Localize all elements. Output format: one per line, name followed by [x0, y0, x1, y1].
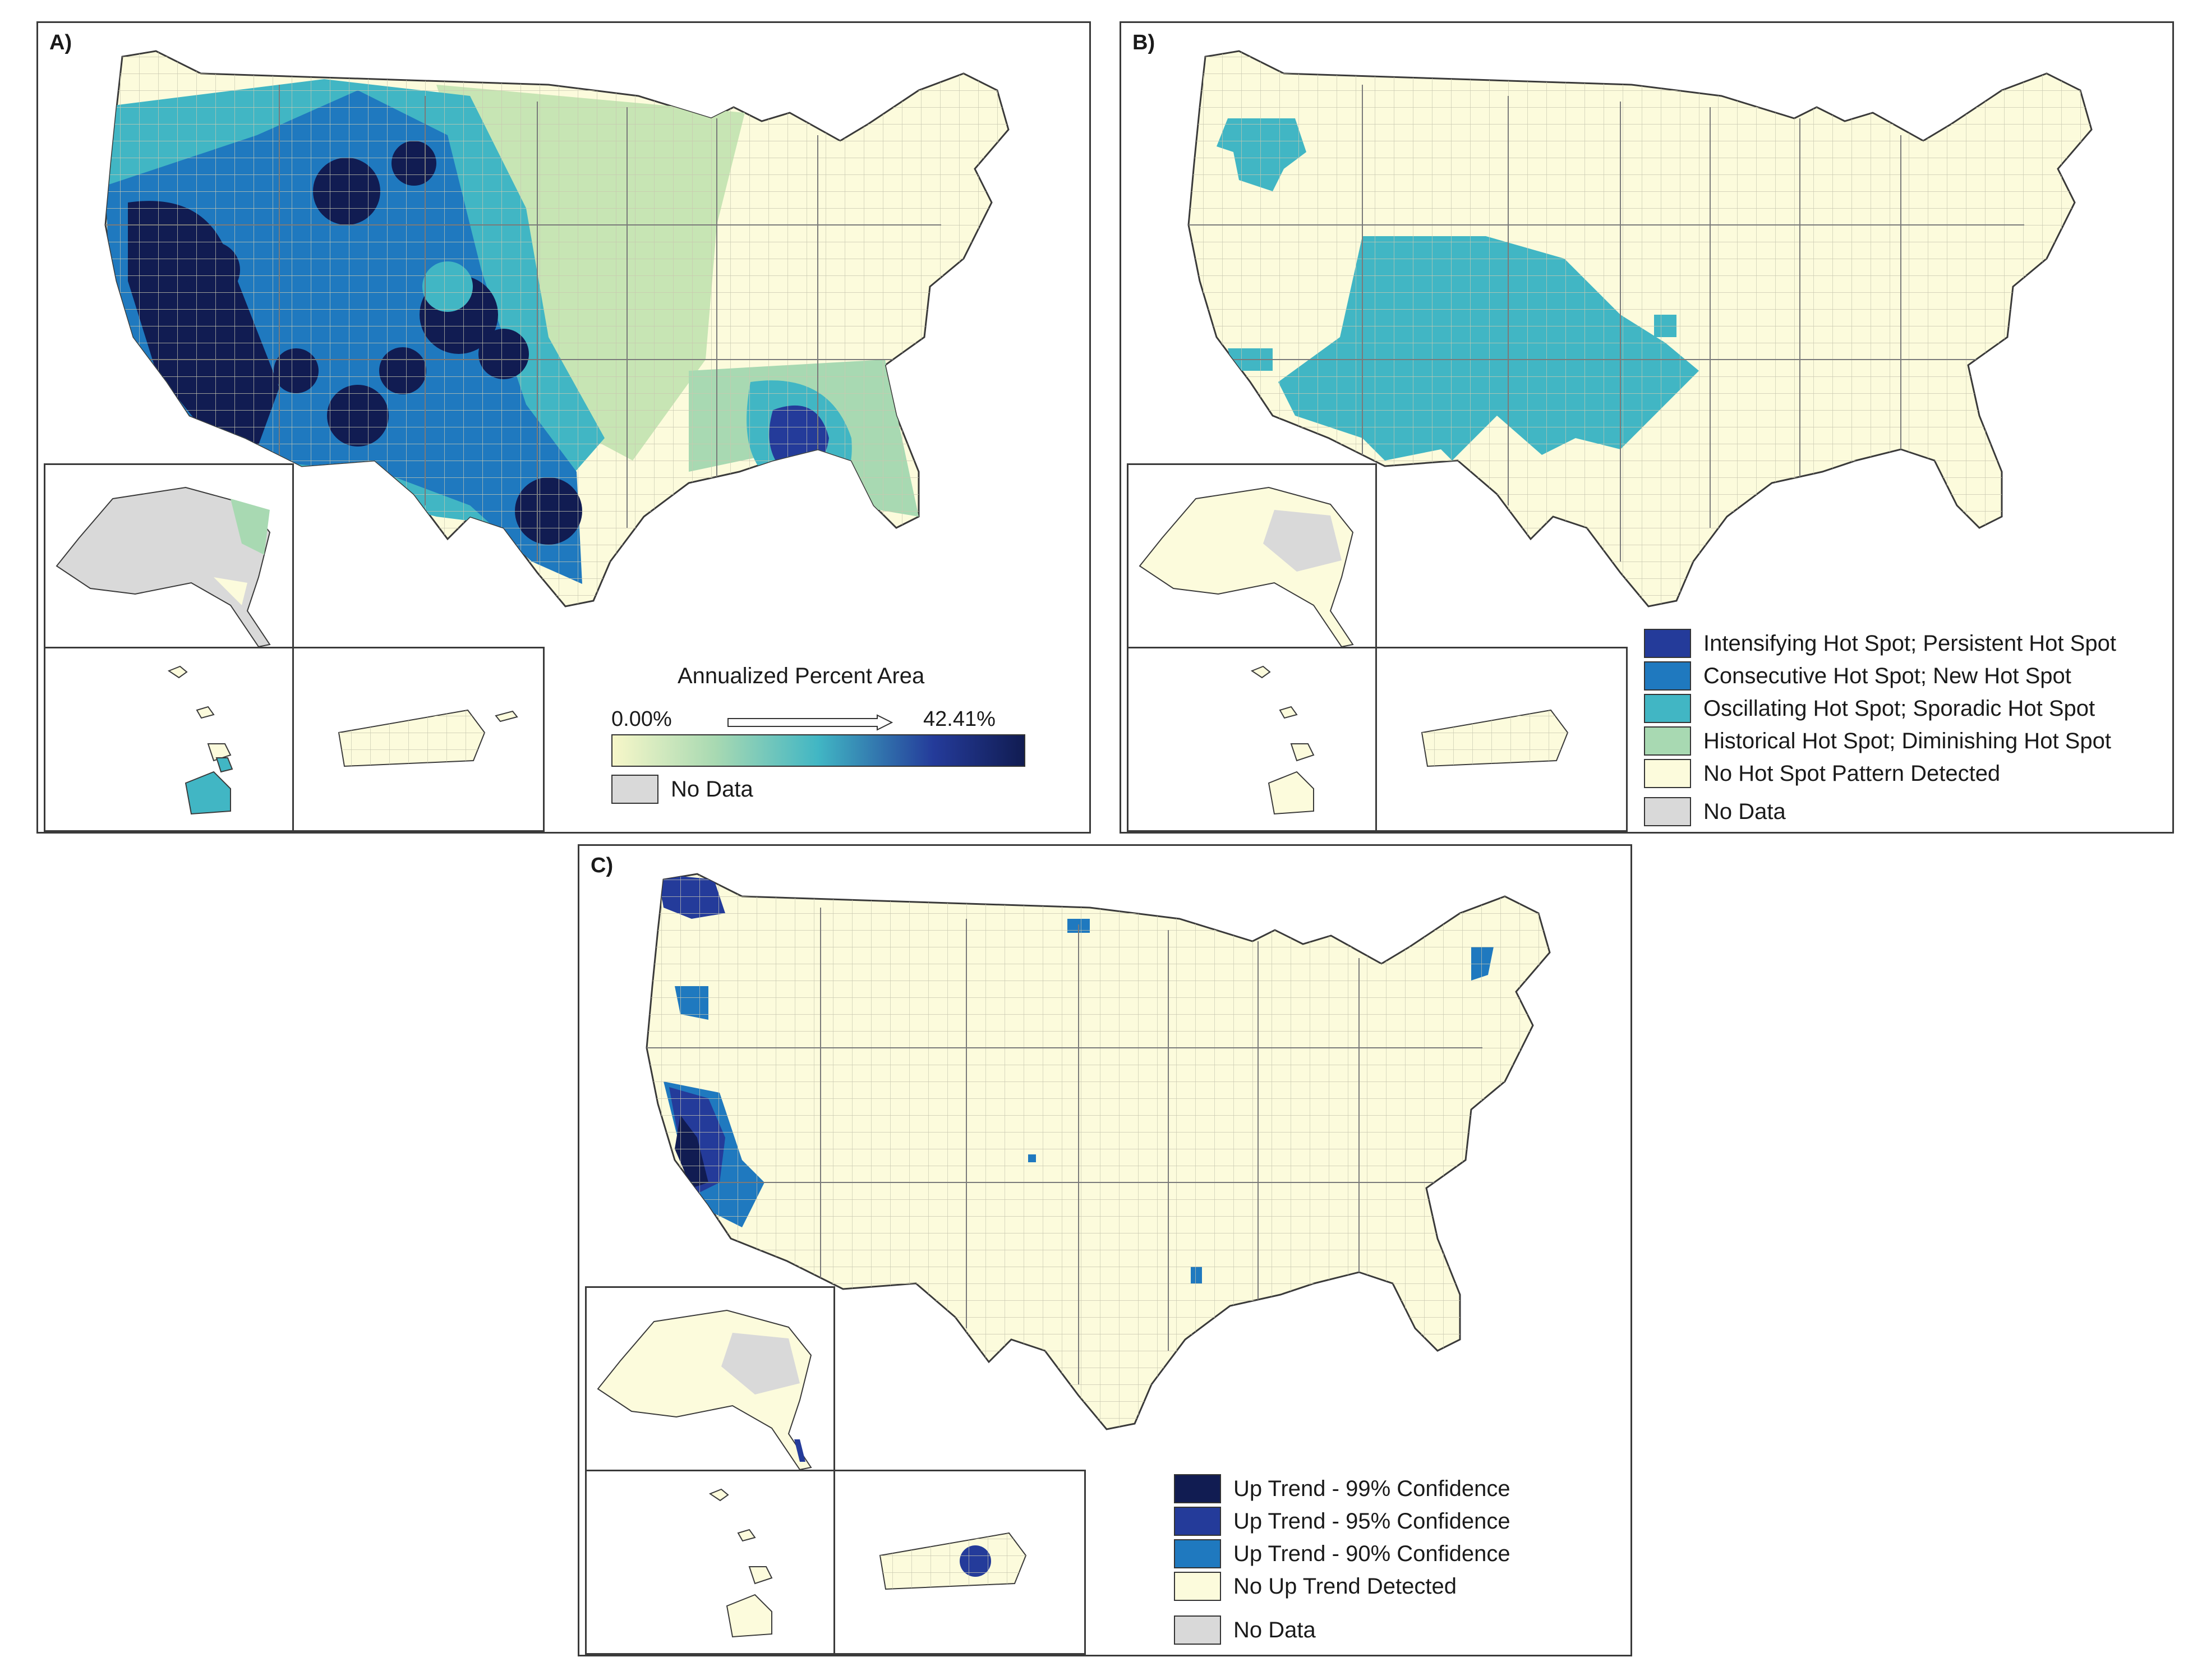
- legend-item: No Up Trend Detected: [1174, 1572, 1457, 1601]
- legend-item: Intensifying Hot Spot; Persistent Hot Sp…: [1644, 629, 2116, 658]
- legend-swatch: [1644, 629, 1691, 658]
- panel-a-us-map: [104, 50, 1010, 607]
- legend-item: Oscillating Hot Spot; Sporadic Hot Spot: [1644, 694, 2095, 723]
- panel-a-alaska-inset: [44, 463, 294, 648]
- panel-c-alaska-inset: [585, 1286, 835, 1471]
- panel-a-legend-title: Annualized Percent Area: [678, 664, 925, 688]
- legend-label: Historical Hot Spot; Diminishing Hot Spo…: [1703, 728, 2111, 753]
- legend-swatch: [1174, 1539, 1221, 1568]
- legend-item: Historical Hot Spot; Diminishing Hot Spo…: [1644, 726, 2111, 756]
- legend-item: Up Trend - 90% Confidence: [1174, 1539, 1510, 1568]
- panel-a: A): [36, 21, 1091, 834]
- panel-b-no-data-legend: No Data: [1644, 797, 1786, 826]
- no-data-label: No Data: [671, 776, 753, 802]
- hawaii-shape: [167, 665, 233, 815]
- panel-a-color-ramp: [611, 734, 1025, 767]
- panel-c-no-data-legend: No Data: [1174, 1615, 1316, 1645]
- legend-swatch: [1174, 1507, 1221, 1536]
- panel-b-puerto-rico-inset: [1375, 647, 1628, 832]
- panel-c-hawaii-inset: [585, 1470, 835, 1655]
- no-data-label: No Data: [1233, 1617, 1316, 1642]
- panel-c-us-map: [646, 873, 1551, 1430]
- panel-b: B): [1120, 21, 2174, 834]
- legend-label: No Hot Spot Pattern Detected: [1703, 761, 2001, 786]
- panel-a-ramp-arrow: [727, 714, 893, 731]
- no-data-swatch: [611, 775, 658, 804]
- panel-b-us-map: [1187, 50, 2093, 607]
- legend-swatch: [1644, 694, 1691, 723]
- legend-item: Up Trend - 99% Confidence: [1174, 1474, 1510, 1503]
- legend-label: Intensifying Hot Spot; Persistent Hot Sp…: [1703, 630, 2116, 656]
- panel-a-ramp-min: 0.00%: [611, 707, 672, 731]
- no-data-swatch: [1644, 797, 1691, 826]
- legend-label: Consecutive Hot Spot; New Hot Spot: [1703, 663, 2071, 688]
- panel-a-hawaii-inset: [44, 647, 294, 832]
- panel-a-ramp-max: 42.41%: [923, 707, 996, 731]
- legend-swatch: [1644, 759, 1691, 788]
- legend-swatch: [1644, 661, 1691, 691]
- panel-a-letter: A): [49, 31, 72, 54]
- panel-c: C): [578, 844, 1632, 1656]
- panel-b-alaska-inset: [1127, 463, 1377, 648]
- puerto-rico-shape: [338, 709, 518, 767]
- legend-item: Up Trend - 95% Confidence: [1174, 1507, 1510, 1536]
- legend-swatch: [1644, 726, 1691, 756]
- no-data-swatch: [1174, 1615, 1221, 1645]
- panel-a-no-data-legend: No Data: [611, 775, 753, 804]
- panel-b-letter: B): [1132, 31, 1155, 54]
- panel-c-letter: C): [591, 854, 614, 877]
- panel-b-hawaii-inset: [1127, 647, 1377, 832]
- legend-label: Up Trend - 99% Confidence: [1233, 1476, 1510, 1501]
- legend-swatch: [1174, 1572, 1221, 1601]
- legend-item: No Hot Spot Pattern Detected: [1644, 759, 2000, 788]
- legend-label: No Up Trend Detected: [1233, 1573, 1457, 1599]
- legend-label: Up Trend - 95% Confidence: [1233, 1508, 1510, 1534]
- alaska-shape: [56, 486, 271, 648]
- panel-c-puerto-rico-inset: [833, 1470, 1086, 1655]
- legend-label: Up Trend - 90% Confidence: [1233, 1541, 1510, 1566]
- no-data-label: No Data: [1703, 799, 1786, 824]
- panel-a-puerto-rico-inset: [292, 647, 545, 832]
- state-lines: [105, 85, 941, 561]
- legend-label: Oscillating Hot Spot; Sporadic Hot Spot: [1703, 696, 2095, 721]
- legend-swatch: [1174, 1474, 1221, 1503]
- legend-item: Consecutive Hot Spot; New Hot Spot: [1644, 661, 2071, 691]
